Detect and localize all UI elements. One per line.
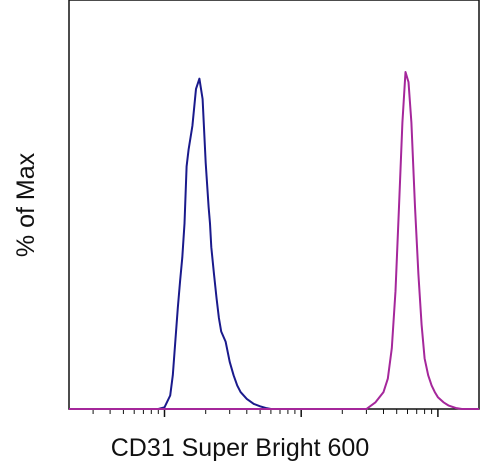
x-axis-ticks — [92, 409, 439, 417]
series-line-1 — [69, 77, 272, 410]
y-axis-label: % of Max — [12, 152, 40, 258]
x-axis-label: CD31 Super Bright 600 — [110, 434, 370, 462]
series-group — [69, 71, 479, 410]
plot-frame — [68, 0, 480, 410]
series-line-2 — [69, 71, 479, 410]
